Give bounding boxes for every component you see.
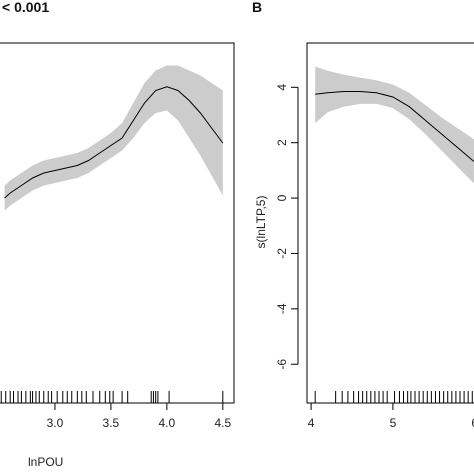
panel-b: 4 5 6 -6 -4 -2 0 2 4 s(lnLTP,5) [254,42,474,430]
panel-a-x-axis-title: lnPOU [28,455,63,469]
y-tick-label: 0 [275,194,289,201]
panel-a-x-axis: 3.0 3.5 4.0 4.5 [47,402,231,430]
y-tick-label: 2 [275,139,289,146]
x-tick-label: 5 [390,416,397,430]
y-tick-label: -4 [275,303,289,314]
panel-b-rug [314,391,473,403]
panel-b-y-axis-title: s(lnLTP,5) [254,196,268,249]
y-tick-label: 4 [275,84,289,91]
left-panel-header: < 0.001 [2,0,49,15]
panel-a-confidence-band [4,65,223,211]
panel-a-rug [0,391,224,403]
panel-a-smooth-line [4,86,224,199]
x-tick-label: 4 [308,416,315,430]
x-tick-label: 4.5 [214,416,231,430]
x-tick-label: 4.0 [159,416,176,430]
y-tick-label: -6 [275,359,289,370]
y-tick-label: -2 [275,248,289,259]
panel-b-y-axis: -6 -4 -2 0 2 4 [275,84,299,370]
panel-b-x-axis: 4 5 6 [308,402,474,430]
panel-b-confidence-band [315,66,474,184]
x-tick-label: 3.0 [47,416,64,430]
panel-b-smooth-line [315,91,474,163]
panel-a: 3.0 3.5 4.0 4.5 lnPOU [0,42,235,469]
x-tick-label: 6 [471,416,474,430]
right-panel-letter: B [252,0,262,15]
x-tick-label: 3.5 [103,416,120,430]
